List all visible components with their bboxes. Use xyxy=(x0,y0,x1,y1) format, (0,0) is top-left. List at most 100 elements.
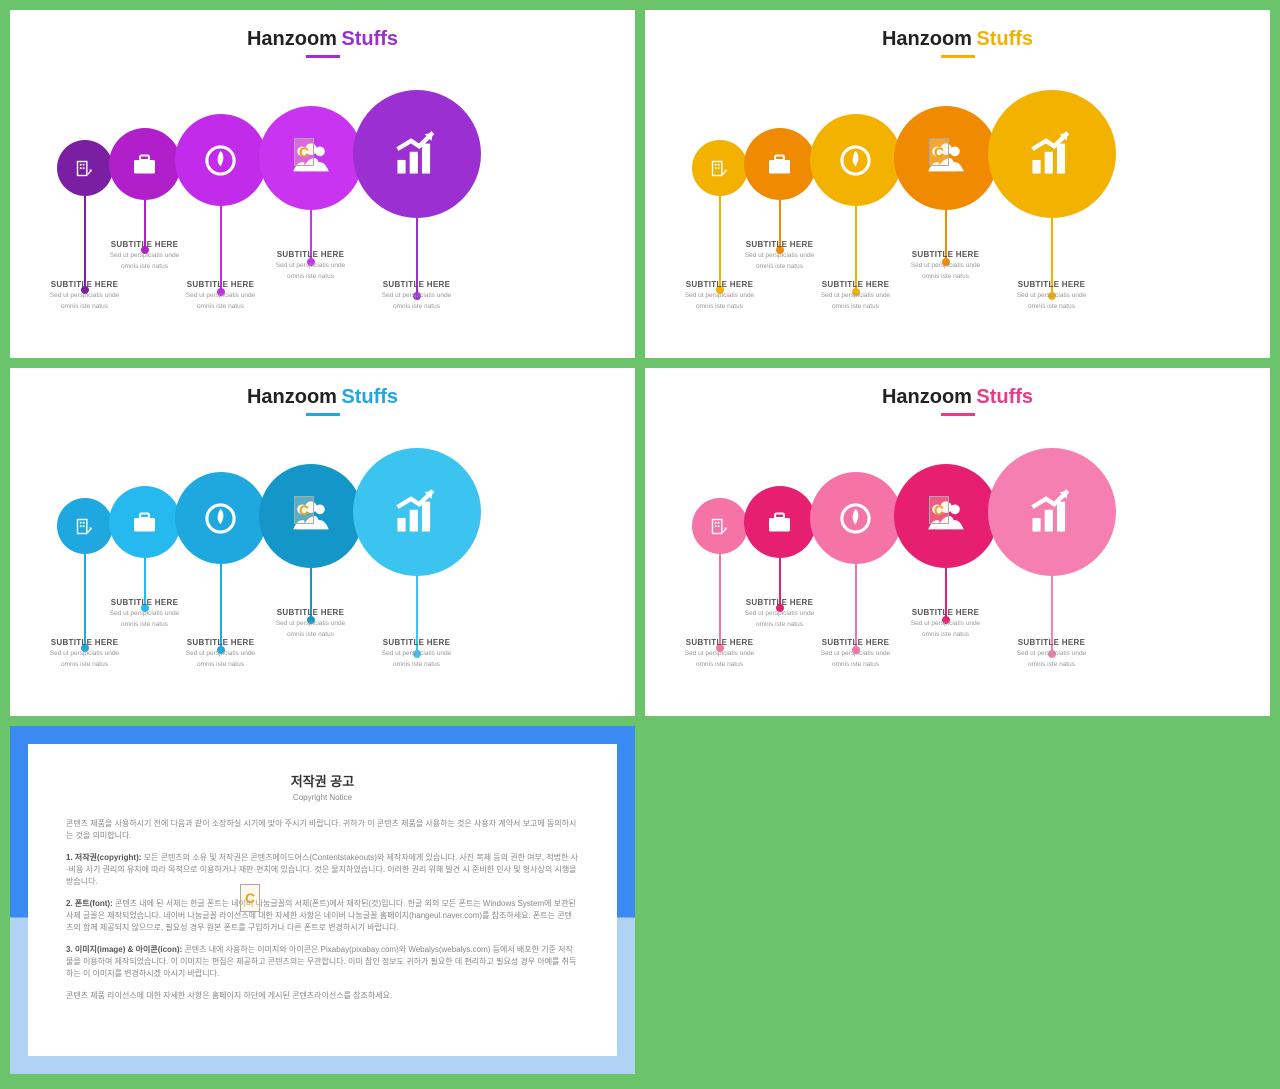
slide-title: Hanzoom Stuffs xyxy=(10,368,635,416)
balloon-circle xyxy=(692,140,748,196)
leaf-icon xyxy=(203,143,238,178)
subtitle-text: SUBTITLE HERE xyxy=(156,280,286,289)
title-word2: Stuffs xyxy=(976,386,1033,408)
title-word2: Stuffs xyxy=(341,386,398,408)
desc-line1: Sed ut perspiciatis unde xyxy=(987,649,1117,658)
subtitle-text: SUBTITLE HERE xyxy=(246,250,376,259)
balloon-label: SUBTITLE HERE Sed ut perspiciatis unde omn… xyxy=(156,280,286,311)
desc-line2: omnis iste natus xyxy=(156,302,286,311)
desc-line2: omnis iste natus xyxy=(987,660,1117,669)
desc-line2: omnis iste natus xyxy=(20,302,150,311)
balloon-label: SUBTITLE HERESed ut perspiciatis undeomn… xyxy=(156,638,286,669)
watermark-icon: C xyxy=(294,496,314,524)
title-word1: Hanzoom xyxy=(247,28,337,50)
balloon-area: SUBTITLE HERE Sed ut perspiciatis unde omn… xyxy=(678,58,1238,338)
desc-line2: omnis iste natus xyxy=(655,302,785,311)
desc-line1: Sed ut perspiciatis unde xyxy=(881,261,1011,270)
desc-line1: Sed ut perspiciatis unde xyxy=(791,649,921,658)
balloon-circle xyxy=(988,90,1116,218)
balloon-label: SUBTITLE HERESed ut perspiciatis undeomn… xyxy=(80,240,210,271)
balloon-item-3: SUBTITLE HERESed ut perspiciatis undeomn… xyxy=(810,472,902,564)
slide-purple: Hanzoom Stuffs SUBTITLE HERE Sed ut perspi… xyxy=(10,10,635,358)
balloon-item-2: SUBTITLE HERESed ut perspiciatis undeomn… xyxy=(744,128,816,200)
balloon-label: SUBTITLE HERESed ut perspiciatis undeomn… xyxy=(881,608,1011,639)
copyright-title: 저작권 공고 xyxy=(66,772,579,792)
watermark-icon: C xyxy=(240,884,260,912)
desc-line1: Sed ut perspiciatis unde xyxy=(987,291,1117,300)
balloon-circle xyxy=(744,486,816,558)
balloon-label: SUBTITLE HERESed ut perspiciatis undeomn… xyxy=(881,250,1011,281)
slide-title: Hanzoom Stuffs xyxy=(645,368,1270,416)
slide-copyright: 저작권 공고 Copyright Notice 콘텐츠 제품을 사용하시기 전에… xyxy=(10,726,635,1074)
desc-line2: omnis iste natus xyxy=(352,660,482,669)
balloon-circle xyxy=(175,472,267,564)
title-word2: Stuffs xyxy=(341,28,398,50)
balloon-label: SUBTITLE HERESed ut perspiciatis undeomn… xyxy=(246,608,376,639)
desc-line2: omnis iste natus xyxy=(156,660,286,669)
desc-line1: Sed ut perspiciatis unde xyxy=(80,609,210,618)
copyright-subtitle: Copyright Notice xyxy=(66,792,579,804)
copyright-p4: 콘텐츠 제품 라이선스에 대한 자세한 사항은 홈페이지 하단에 게시된 콘텐츠… xyxy=(66,990,579,1002)
balloon-circle xyxy=(57,140,113,196)
balloon-label: SUBTITLE HERESed ut perspiciatis undeomn… xyxy=(246,250,376,281)
desc-line1: Sed ut perspiciatis unde xyxy=(791,291,921,300)
copyright-p1: 1. 저작권(copyright): 모든 콘텐츠의 소유 및 저작권은 콘텐츠… xyxy=(66,852,579,888)
building-icon xyxy=(709,516,730,537)
chart-icon xyxy=(1027,130,1076,179)
balloon-label: SUBTITLE HERE Sed ut perspiciatis unde omn… xyxy=(80,598,210,629)
desc-line2: omnis iste natus xyxy=(352,302,482,311)
balloon-item-5: SUBTITLE HERESed ut perspiciatis undeomn… xyxy=(988,448,1116,576)
subtitle-text: SUBTITLE HERE xyxy=(246,608,376,617)
subtitle-text: SUBTITLE HERE xyxy=(80,598,210,607)
desc-line2: omnis iste natus xyxy=(80,620,210,629)
balloon-circle xyxy=(692,498,748,554)
balloon-item-3: SUBTITLE HERESed ut perspiciatis undeomn… xyxy=(175,114,267,206)
subtitle-text: SUBTITLE HERE xyxy=(352,638,482,647)
desc-line1: Sed ut perspiciatis unde xyxy=(246,261,376,270)
balloon-circle xyxy=(988,448,1116,576)
desc-line1: Sed ut perspiciatis unde xyxy=(715,251,845,260)
copyright-p2-text: 콘텐츠 내에 된 서체는 한글 폰트는 네이버 나눔글꼴의 서체(폰트)에서 재… xyxy=(66,899,576,932)
subtitle-text: SUBTITLE HERE xyxy=(881,250,1011,259)
balloon-circle xyxy=(810,114,902,206)
balloon-circle xyxy=(57,498,113,554)
balloon-label: SUBTITLE HERESed ut perspiciatis undeomn… xyxy=(352,280,482,311)
desc-line1: Sed ut perspiciatis unde xyxy=(655,291,785,300)
balloon-circle xyxy=(353,448,481,576)
balloon-label: SUBTITLE HERESed ut perspiciatis undeomn… xyxy=(791,638,921,669)
desc-line2: omnis iste natus xyxy=(791,660,921,669)
title-word1: Hanzoom xyxy=(882,386,972,408)
balloon-item-1: SUBTITLE HERESed ut perspiciatis undeomn… xyxy=(692,140,748,196)
balloon-item-3: SUBTITLE HERESed ut perspiciatis undeomn… xyxy=(810,114,902,206)
subtitle-text: SUBTITLE HERE xyxy=(655,280,785,289)
balloon-label: SUBTITLE HERE Sed ut perspiciatis unde omn… xyxy=(655,280,785,311)
briefcase-icon xyxy=(766,509,793,536)
copyright-p2-label: 2. 폰트(font): xyxy=(66,899,113,908)
copyright-p3: 3. 이미지(image) & 아이콘(icon): 콘텐츠 내에 사용하는 이… xyxy=(66,944,579,980)
copyright-p1-text: 모든 콘텐츠의 소유 및 저작권은 콘텐츠메이드어스(Contentstakeo… xyxy=(66,853,578,886)
balloon-label: SUBTITLE HERE Sed ut perspiciatis unde omn… xyxy=(987,280,1117,311)
briefcase-icon xyxy=(131,151,158,178)
desc-line2: omnis iste natus xyxy=(20,660,150,669)
desc-line1: Sed ut perspiciatis unde xyxy=(655,649,785,658)
desc-line1: Sed ut perspiciatis unde xyxy=(881,619,1011,628)
empty-cell xyxy=(645,726,1270,1074)
title-word2: Stuffs xyxy=(976,28,1033,50)
subtitle-text: SUBTITLE HERE xyxy=(987,280,1117,289)
desc-line1: Sed ut perspiciatis unde xyxy=(20,291,150,300)
slide-blue: Hanzoom Stuffs SUBTITLE HERE Sed ut perspi… xyxy=(10,368,635,716)
subtitle-text: SUBTITLE HERE xyxy=(715,598,845,607)
desc-line1: Sed ut perspiciatis unde xyxy=(20,649,150,658)
desc-line1: Sed ut perspiciatis unde xyxy=(156,291,286,300)
building-icon xyxy=(74,158,95,179)
subtitle-text: SUBTITLE HERE xyxy=(987,638,1117,647)
subtitle-text: SUBTITLE HERE xyxy=(20,280,150,289)
balloon-label: SUBTITLE HERESed ut perspiciatis undeomn… xyxy=(655,638,785,669)
building-icon xyxy=(709,158,730,179)
balloon-circle xyxy=(810,472,902,564)
balloon-circle xyxy=(353,90,481,218)
balloon-item-1: SUBTITLE HERESed ut perspiciatis undeomn… xyxy=(692,498,748,554)
desc-line2: omnis iste natus xyxy=(987,302,1117,311)
copyright-p0: 콘텐츠 제품을 사용하시기 전에 다음과 같이 소장하실 시기에 맞아 주시기 … xyxy=(66,818,579,842)
subtitle-text: SUBTITLE HERE xyxy=(352,280,482,289)
